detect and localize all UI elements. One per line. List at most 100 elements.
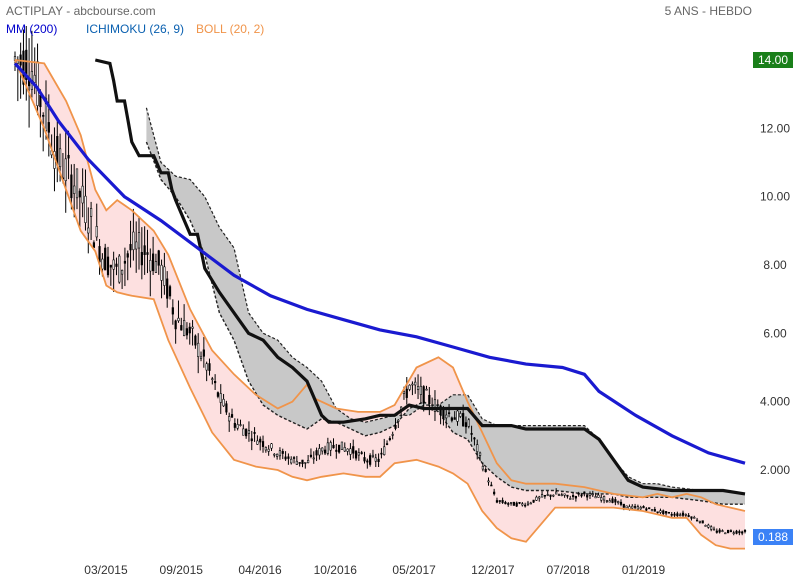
candle-body [64, 158, 67, 182]
candle-body [233, 422, 236, 428]
candle-body [532, 499, 535, 503]
candle-body [394, 424, 397, 429]
candle-body [391, 434, 394, 436]
candle-body [121, 269, 124, 275]
candle-body [681, 512, 685, 516]
candle-body [614, 499, 617, 503]
candle-body [366, 460, 369, 463]
candle-body [47, 122, 50, 133]
candle-body [343, 447, 346, 452]
candle-body [92, 242, 96, 248]
candle-body [216, 392, 220, 397]
candle-body [493, 491, 496, 495]
candle-body [58, 148, 62, 168]
cloud-upper-line [145, 107, 746, 495]
candle-body [177, 317, 180, 322]
candle-body [504, 501, 507, 505]
candle-body [109, 264, 112, 268]
candle-body [639, 506, 642, 510]
cloud-lower-line [145, 141, 745, 505]
y-axis: 2.000 4.000 6.00 8.00 10.00 12.00 [760, 121, 790, 477]
candle-body [326, 442, 329, 454]
x-tick-label: 07/2018 [546, 563, 590, 577]
candle-body [247, 430, 251, 434]
candle-body [301, 459, 304, 465]
candle-body [416, 386, 420, 390]
candle-body [577, 493, 580, 495]
candle-body [132, 231, 135, 251]
candle-body [295, 460, 298, 465]
candle-body [90, 208, 93, 217]
candle-body [290, 458, 293, 464]
candle-body [710, 526, 713, 530]
candle-body [487, 480, 490, 483]
candle-body [180, 325, 183, 331]
candle-body [484, 468, 487, 472]
candle-body [619, 501, 623, 505]
candle-body [625, 505, 628, 509]
candle-body [732, 532, 735, 534]
candle-body [112, 259, 115, 270]
candle-body [338, 444, 341, 453]
candle-body [259, 438, 262, 443]
candle-body [628, 506, 631, 510]
candle-body [346, 448, 349, 452]
last-price-label: 0.188 [753, 529, 793, 545]
moving-average-line [13, 62, 746, 465]
candle-body [467, 419, 470, 427]
candle-body [98, 246, 101, 263]
candle-body [549, 494, 552, 497]
candle-body [374, 457, 377, 462]
candle-body [168, 286, 172, 297]
candle-body [422, 386, 425, 404]
candle-body [397, 419, 400, 422]
candle-body [250, 438, 253, 442]
candle-body [707, 524, 710, 528]
candle-body [385, 443, 389, 445]
candle-body [583, 491, 586, 494]
candle-body [597, 494, 600, 498]
candle-body [312, 457, 315, 460]
candle-body [377, 458, 380, 462]
candle-body [123, 260, 127, 264]
candle-body [183, 320, 186, 336]
candle-body [735, 530, 738, 534]
candle-body [245, 428, 248, 437]
candle-body [281, 451, 284, 454]
candle-body [495, 500, 499, 503]
candle-body [332, 444, 335, 449]
candle-body [163, 266, 166, 286]
candle-body [546, 494, 549, 496]
ichimoku-cloud [145, 107, 746, 505]
candle-body [411, 383, 414, 386]
candle-body [670, 514, 673, 516]
candle-body [166, 278, 169, 299]
candle-body [586, 495, 589, 498]
x-tick-label: 01/2019 [622, 563, 666, 577]
candle-body [106, 256, 110, 276]
candle-body [33, 74, 36, 83]
candle-body [450, 417, 453, 421]
candle-body [219, 393, 222, 403]
candle-body [543, 494, 546, 497]
candle-body [298, 462, 301, 464]
candle-body [304, 462, 307, 464]
candle-body [185, 328, 189, 336]
candle-body [518, 502, 521, 504]
candle-body [512, 501, 515, 506]
candle-body [236, 424, 239, 429]
candle-body [191, 326, 194, 329]
candle-body [645, 508, 648, 511]
candle-body [464, 422, 468, 428]
candle-body [225, 403, 228, 413]
chart-period: 5 ANS - HEBDO [665, 4, 752, 18]
candle-body [521, 503, 524, 506]
candle-body [357, 452, 360, 456]
bollinger-area [15, 60, 745, 549]
candle-body [287, 456, 290, 459]
candle-body [701, 520, 704, 524]
candle-body [278, 450, 282, 457]
x-axis: 03/2015 09/2015 04/2016 10/2016 05/2017 12/20… [84, 563, 665, 577]
candle-body [402, 391, 406, 394]
candle-body [445, 414, 448, 419]
